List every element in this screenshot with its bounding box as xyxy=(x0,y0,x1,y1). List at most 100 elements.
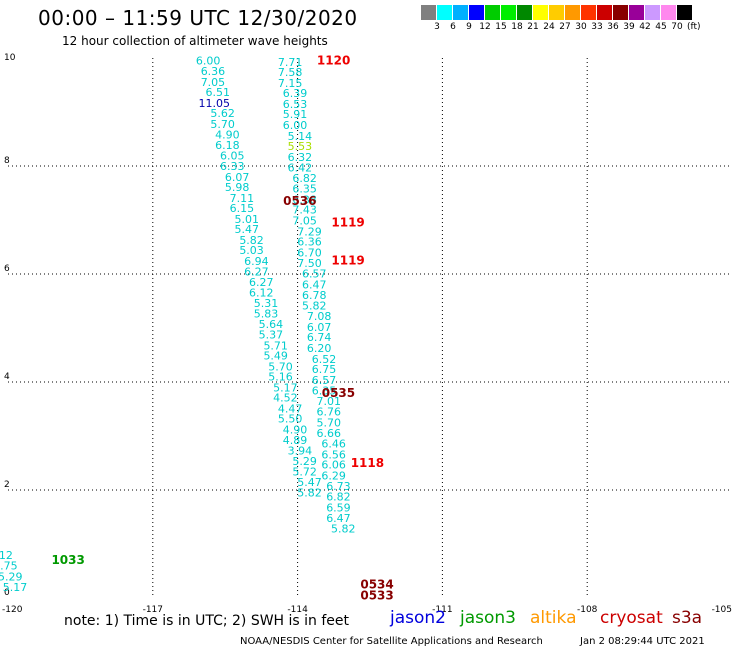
data-label: 6.27 xyxy=(244,265,269,278)
data-label: 6.07 xyxy=(307,321,332,334)
data-label: 7.71 xyxy=(278,56,303,69)
data-label: 5.83 xyxy=(254,307,279,320)
data-label: 6.57 xyxy=(302,267,327,280)
data-label: 6.76 xyxy=(317,406,342,419)
legend-swatch xyxy=(645,5,661,20)
data-label: 5.47 xyxy=(234,223,259,236)
data-label: 6.06 xyxy=(321,459,346,472)
data-label: 5.71 xyxy=(263,339,288,352)
data-label: 5.49 xyxy=(263,350,288,363)
data-label: 6.35 xyxy=(292,183,317,196)
legend-swatch xyxy=(501,5,517,20)
legend-tick-label: 45 xyxy=(655,22,667,32)
data-label: 5.75 xyxy=(0,560,18,573)
data-label: 6.51 xyxy=(206,86,231,99)
data-label: 7.15 xyxy=(278,77,303,90)
data-label: 6.94 xyxy=(244,255,269,268)
data-label: 6.07 xyxy=(225,171,250,184)
legend-swatch xyxy=(597,5,613,20)
time-annotation: 1119 xyxy=(331,254,364,268)
note-text: note: 1) Time is in UTC; 2) SWH is in fe… xyxy=(64,613,350,629)
data-label: 5.53 xyxy=(288,140,313,153)
y-tick-label: 0 xyxy=(4,588,10,598)
data-label: 6.66 xyxy=(317,427,342,440)
data-label: 4.52 xyxy=(273,392,298,405)
data-label: 5.62 xyxy=(210,107,235,120)
data-label: 5.64 xyxy=(259,318,284,331)
data-label: 5.91 xyxy=(283,108,308,121)
legend-swatch xyxy=(565,5,581,20)
legend-tick-label: 36 xyxy=(607,22,619,32)
y-tick-label: 4 xyxy=(4,372,10,382)
data-label: 5.72 xyxy=(292,466,317,479)
legend-swatch xyxy=(421,5,437,20)
data-label: 6.52 xyxy=(312,353,337,366)
data-label: 6.35 xyxy=(312,385,337,398)
legend-altika: altika xyxy=(530,608,577,628)
data-label: 6.47 xyxy=(302,278,327,291)
data-label: 5.31 xyxy=(254,297,279,310)
data-label: 6.82 xyxy=(326,490,351,503)
data-label: 7.50 xyxy=(297,257,322,270)
data-label: 7.11 xyxy=(230,192,255,205)
data-label: 5.29 xyxy=(0,570,22,583)
data-label: 5.82 xyxy=(239,234,264,247)
data-label: 5.70 xyxy=(268,360,293,373)
data-label: 7.58 xyxy=(278,66,303,79)
y-tick-label: 6 xyxy=(4,264,10,274)
data-label: 6.39 xyxy=(283,87,308,100)
legend-jason3: jason3 xyxy=(460,608,516,628)
legend-swatch xyxy=(549,5,565,20)
data-label: 5.17 xyxy=(3,581,28,594)
legend-tick-label: 9 xyxy=(466,22,472,32)
data-label: 6.00 xyxy=(196,55,221,68)
data-label: 6.33 xyxy=(220,160,245,173)
legend-tick-label: 24 xyxy=(543,22,555,32)
data-label: 7.05 xyxy=(292,215,317,228)
legend-swatch xyxy=(661,5,677,20)
data-label: 5.29 xyxy=(292,455,317,468)
data-label: 7.01 xyxy=(317,395,342,408)
data-label: 3.94 xyxy=(288,445,313,458)
x-tick-label: -111 xyxy=(432,605,452,615)
legend-tick-label: 12 xyxy=(479,22,491,32)
data-label: 6.18 xyxy=(215,139,240,152)
x-tick-label: -117 xyxy=(143,605,163,615)
data-label: 6.74 xyxy=(307,331,332,344)
data-label: 5.70 xyxy=(210,118,235,131)
legend-tick-label: 30 xyxy=(575,22,587,32)
data-label: 6.29 xyxy=(321,469,346,482)
data-label: 5.82 xyxy=(302,299,327,312)
legend-swatch xyxy=(629,5,645,20)
page-subtitle: 12 hour collection of altimeter wave hei… xyxy=(62,34,328,48)
data-label: 5.17 xyxy=(273,381,298,394)
legend-swatch xyxy=(517,5,533,20)
data-label: 11.05 xyxy=(199,97,231,110)
legend-tick-label: 27 xyxy=(559,22,571,32)
time-annotation: 0534 xyxy=(360,578,393,592)
data-label: 6.36 xyxy=(297,236,322,249)
data-label: 6.42 xyxy=(288,162,313,175)
data-label: 6.78 xyxy=(302,289,327,302)
legend-tick-label: 33 xyxy=(591,22,603,32)
legend-swatch xyxy=(581,5,597,20)
data-label: 6.15 xyxy=(230,202,255,215)
data-label: 5.03 xyxy=(239,244,264,257)
data-label: 6.82 xyxy=(292,172,317,185)
legend-swatch xyxy=(453,5,469,20)
data-label: 5.50 xyxy=(278,413,303,426)
time-annotation: 1119 xyxy=(331,216,364,230)
data-label: 6.20 xyxy=(307,342,332,355)
legend-s3a: s3a xyxy=(672,608,703,628)
data-label: 4.89 xyxy=(283,434,308,447)
legend-jason2: jason2 xyxy=(390,608,446,628)
data-label: 6.73 xyxy=(326,480,351,493)
legend-tick-label: 21 xyxy=(527,22,539,32)
legend-swatch xyxy=(533,5,549,20)
legend-unit: (ft) xyxy=(687,22,701,32)
data-label: 4.47 xyxy=(278,402,303,415)
page-title: 00:00 – 11:59 UTC 12/30/2020 xyxy=(38,6,358,30)
data-label: 7.08 xyxy=(307,310,332,323)
time-annotation: 1120 xyxy=(317,54,350,68)
